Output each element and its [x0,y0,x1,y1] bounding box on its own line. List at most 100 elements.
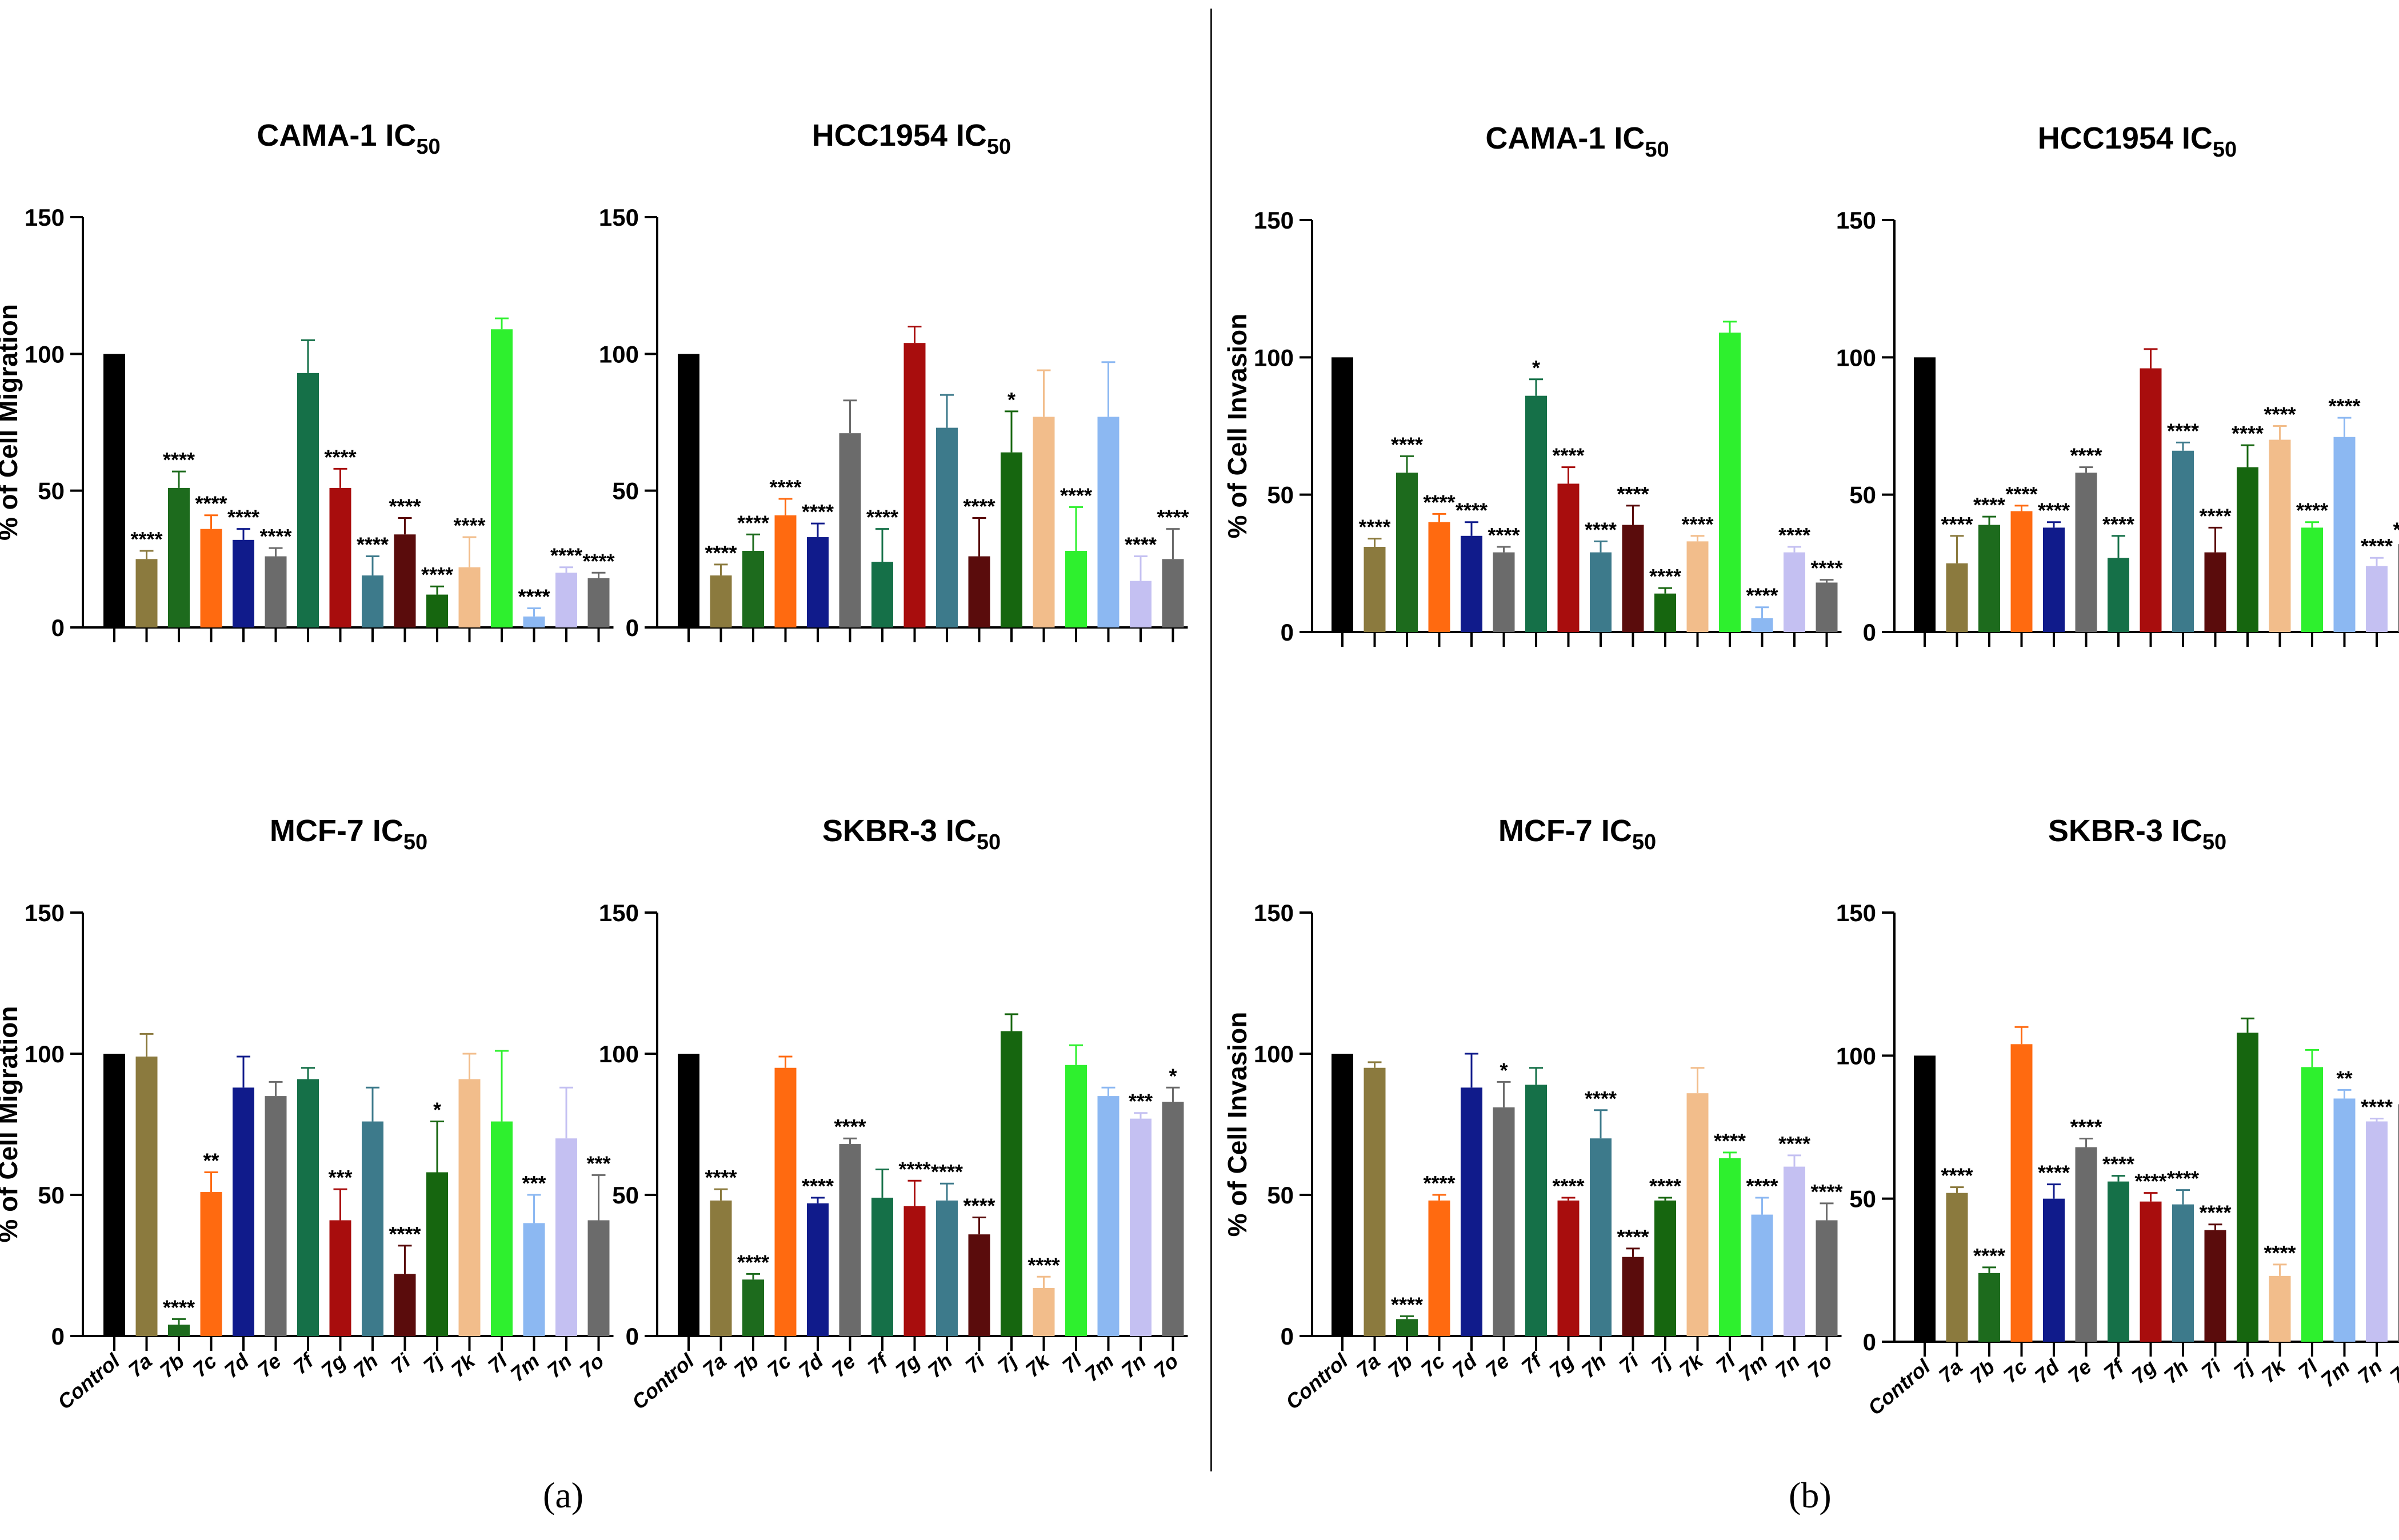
bar-0-7b [168,487,190,627]
significance-4-7b: **** [1391,433,1423,456]
bar-3-7h [936,1200,958,1336]
bar-3-7b [742,1279,764,1336]
significance-3-7d: **** [802,1174,834,1198]
significance-2-7i: **** [389,1222,421,1246]
chart-title-subscript: 50 [977,830,1001,854]
chart-title-0: CAMA-1 IC50 [257,118,440,159]
bar-2-Control [103,1054,125,1336]
y-tick-label-5-50: 50 [1849,482,1876,509]
significance-6-7h: **** [1585,1087,1617,1110]
y-tick-label-7-100: 100 [1836,1042,1876,1069]
chart-title-main: HCC1954 IC [2038,121,2213,155]
x-tick-label-2-7k: 7k [447,1348,481,1381]
significance-4-7c: **** [1423,490,1455,514]
bar-6-Control [1332,1054,1353,1336]
bar-3-7g [903,1206,926,1336]
bar-0-7n [555,573,577,627]
significance-0-7n: **** [550,544,582,567]
bar-0-7d [233,539,254,627]
significance-5-7d: **** [2038,499,2070,522]
significance-5-7e: **** [2070,444,2102,467]
bar-6-7g [1557,1200,1580,1336]
x-tick-label-7-7c: 7c [1999,1355,2032,1387]
significance-3-7i: **** [963,1194,995,1218]
y-tick-label-6-100: 100 [1254,1041,1294,1067]
x-tick-label-2-7o: 7o [575,1349,609,1382]
significance-1-7j: * [1007,388,1015,411]
x-tick-label-7-7f: 7f [2099,1354,2129,1385]
bar-4-7e [1493,552,1515,632]
significance-3-7g: **** [898,1157,930,1181]
significance-4-7g: **** [1552,444,1584,467]
significance-1-7i: **** [963,495,995,518]
x-tick-label-7-Control: Control [1864,1354,1935,1419]
y-tick-label-5-150: 150 [1836,207,1876,234]
significance-1-7a: **** [705,541,737,565]
y-axis-label-2: % of Cell Migration [0,1006,23,1243]
significance-5-7c: **** [2005,482,2037,506]
chart-title-subscript: 50 [1645,138,1669,162]
significance-1-7n: **** [1125,533,1157,557]
significance-1-7o: **** [1157,506,1189,529]
significance-4-7d: **** [1456,499,1488,522]
y-tick-label-3-0: 0 [626,1323,639,1350]
significance-3-7n: *** [1129,1090,1153,1113]
significance-0-7b: **** [163,448,195,471]
bar-6-7j [1654,1200,1676,1336]
chart-title-subscript: 50 [2213,138,2237,162]
y-tick-label-0-100: 100 [25,341,65,367]
bar-6-7f [1525,1085,1547,1336]
y-tick-label-0-0: 0 [51,614,65,641]
x-tick-label-3-7e: 7e [827,1349,860,1382]
x-tick-label-6-7c: 7c [1417,1349,1449,1382]
bar-7-7j [2237,1033,2258,1342]
y-tick-label-2-0: 0 [51,1323,65,1350]
bar-0-7k [458,567,481,627]
x-tick-label-7-7a: 7a [1934,1355,1967,1387]
significance-4-7k: **** [1681,513,1713,536]
chart-title-3: SKBR-3 IC50 [822,814,1001,854]
significance-3-7b: **** [737,1250,769,1274]
bar-2-7b [168,1325,190,1336]
bar-7-Control [1914,1055,1936,1342]
bar-4-7d [1461,535,1482,632]
chart-title-2: MCF-7 IC50 [270,814,427,854]
y-tick-label-1-0: 0 [626,614,639,641]
y-tick-label-6-150: 150 [1254,899,1294,926]
significance-2-7o: *** [586,1151,610,1175]
bar-5-7j [2237,467,2258,632]
bar-4-7c [1428,522,1450,632]
bar-4-7g [1557,483,1580,632]
x-tick-label-6-7m: 7m [1734,1349,1772,1386]
bar-1-7o [1162,559,1184,627]
significance-0-7d: **** [227,506,259,529]
x-tick-label-7-7g: 7g [2127,1355,2161,1388]
bar-0-7m [523,616,545,627]
x-tick-label-6-7d: 7d [1448,1349,1482,1382]
x-tick-label-7-7d: 7d [2030,1354,2064,1388]
bar-6-7m [1751,1214,1773,1336]
y-axis-label-4: % of Cell Invasion [1222,314,1252,539]
bar-3-7l [1065,1065,1087,1336]
bar-3-7c [774,1067,797,1336]
chart-title-subscript: 50 [403,830,427,854]
bar-2-7n [555,1138,577,1336]
significance-5-7h: **** [2167,419,2199,442]
bar-1-7l [1065,550,1087,627]
x-tick-label-3-7a: 7a [698,1349,731,1382]
bar-5-7m [2333,437,2356,632]
bar-1-7f [871,562,893,627]
bar-0-7e [265,556,287,627]
bar-4-7h [1590,552,1612,632]
bar-2-7m [523,1223,545,1336]
significance-7-7a: **** [1941,1164,1973,1187]
bar-3-7o [1162,1101,1184,1336]
significance-7-7k: **** [2264,1241,2296,1265]
bar-5-7k [2269,439,2291,632]
x-tick-label-3-7i: 7i [961,1349,989,1378]
bar-2-7o [587,1220,610,1336]
significance-1-7d: **** [802,500,834,523]
significance-1-7f: **** [866,506,898,529]
significance-7-7f: **** [2102,1153,2134,1176]
significance-7-7h: **** [2167,1167,2199,1190]
